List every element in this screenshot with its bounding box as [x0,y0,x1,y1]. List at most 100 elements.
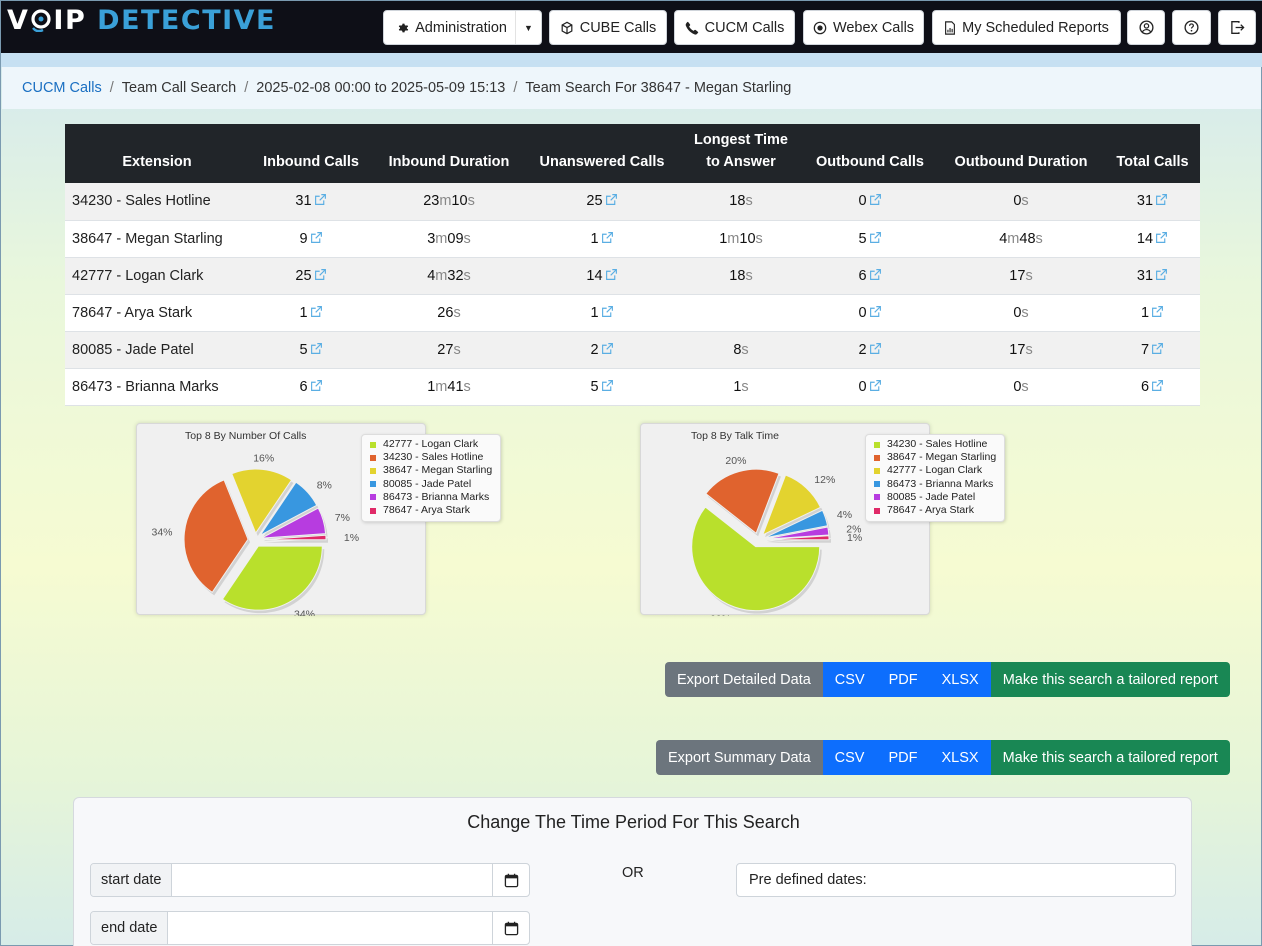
external-link-icon[interactable] [601,379,614,392]
external-link-icon[interactable] [869,231,882,244]
legend-entry[interactable]: 86473 - Brianna Marks [874,478,996,491]
inbound-calls-link[interactable]: 31 [295,193,312,210]
external-link-icon[interactable] [310,342,323,355]
end-date-input[interactable] [168,912,492,944]
make-tailored-report-button[interactable]: Make this search a tailored report [990,740,1230,775]
external-link-icon[interactable] [601,231,614,244]
pie-slice[interactable] [761,474,822,536]
outbound-calls-link[interactable]: 0 [858,304,867,321]
external-link-icon[interactable] [869,268,882,281]
external-link-icon[interactable] [1155,193,1168,206]
col-header-outbound-duration[interactable]: Outbound Duration [954,154,1088,170]
legend-entry[interactable]: 86473 - Brianna Marks [370,491,492,504]
pie-slice[interactable] [261,534,327,541]
external-link-icon[interactable] [314,193,327,206]
pie-slice[interactable] [231,468,293,535]
pie-slice[interactable] [221,545,323,611]
help-button[interactable] [1172,10,1211,45]
col-header-outbound-calls[interactable]: Outbound Calls [816,154,924,170]
external-link-icon[interactable] [310,305,323,318]
external-link-icon[interactable] [869,342,882,355]
total-calls-link[interactable]: 31 [1136,267,1154,284]
pie-slice[interactable] [259,481,318,536]
legend-entry[interactable]: 80085 - Jade Patel [370,478,492,491]
administration-dropdown[interactable]: Administration ▼ [383,10,542,45]
total-calls-link[interactable]: 14 [1136,230,1154,247]
col-header-total-calls[interactable]: Total Calls [1116,154,1189,170]
external-link-icon[interactable] [605,193,618,206]
legend-entry[interactable]: 42777 - Logan Clark [370,438,492,451]
export-summary-csv-button[interactable]: CSV [822,740,877,775]
unanswered-calls-link[interactable]: 5 [590,378,599,395]
inbound-calls-link[interactable]: 1 [299,304,308,321]
external-link-icon[interactable] [601,342,614,355]
caret-down-icon[interactable]: ▼ [515,11,541,44]
external-link-icon[interactable] [1155,231,1168,244]
outbound-calls-link[interactable]: 6 [858,267,867,284]
outbound-calls-link[interactable]: 0 [858,378,867,395]
inbound-calls-link[interactable]: 6 [299,378,308,395]
pie-slice[interactable] [764,526,830,540]
total-calls-link[interactable]: 1 [1140,304,1150,321]
col-header-longest-time-to-answer[interactable]: Longest Time to Answer [679,124,803,183]
breadcrumb-cucm-calls[interactable]: CUCM Calls [22,80,102,96]
legend-entry[interactable]: 34230 - Sales Hotline [370,451,492,464]
inbound-calls-link[interactable]: 9 [299,230,308,247]
inbound-calls-link[interactable]: 5 [299,341,308,358]
export-detailed-xlsx-button[interactable]: XLSX [929,662,991,697]
unanswered-calls-link[interactable]: 1 [590,230,599,247]
col-header-unanswered-calls[interactable]: Unanswered Calls [539,154,665,170]
legend-entry[interactable]: 38647 - Megan Starling [370,464,492,477]
pie-slice[interactable] [261,507,327,539]
pie-slice[interactable] [705,468,780,535]
calendar-icon[interactable] [492,912,529,944]
pie-slice[interactable] [764,509,829,539]
unanswered-calls-link[interactable]: 25 [586,193,603,210]
outbound-calls-link[interactable]: 2 [858,341,867,358]
unanswered-calls-link[interactable]: 1 [590,304,599,321]
make-tailored-report-button[interactable]: Make this search a tailored report [990,662,1230,697]
inbound-calls-link[interactable]: 25 [295,267,312,284]
pie-slice[interactable] [764,535,830,541]
legend-entry[interactable]: 42777 - Logan Clark [874,464,996,477]
external-link-icon[interactable] [1151,305,1164,318]
external-link-icon[interactable] [310,231,323,244]
cube-calls-button[interactable]: CUBE Calls [549,10,667,45]
my-scheduled-reports-button[interactable]: My Scheduled Reports [932,10,1121,45]
external-link-icon[interactable] [605,268,618,281]
calendar-icon[interactable] [492,864,529,896]
export-summary-xlsx-button[interactable]: XLSX [929,740,991,775]
export-summary-pdf-button[interactable]: PDF [876,740,930,775]
user-profile-button[interactable] [1127,10,1165,45]
legend-entry[interactable]: 38647 - Megan Starling [874,451,996,464]
external-link-icon[interactable] [869,305,882,318]
app-logo[interactable]: V IP DETECTIVE [7,5,276,36]
col-header-extension[interactable]: Extension [122,154,192,170]
outbound-calls-link[interactable]: 5 [858,230,867,247]
cucm-calls-button[interactable]: CUCM Calls [674,10,795,45]
total-calls-link[interactable]: 31 [1136,193,1154,210]
export-detailed-pdf-button[interactable]: PDF [876,662,930,697]
pie-slice[interactable] [183,479,249,594]
logout-button[interactable] [1218,10,1256,45]
external-link-icon[interactable] [869,379,882,392]
unanswered-calls-link[interactable]: 2 [590,341,599,358]
export-detailed-csv-button[interactable]: CSV [822,662,877,697]
external-link-icon[interactable] [601,305,614,318]
col-header-inbound-duration[interactable]: Inbound Duration [388,154,510,170]
external-link-icon[interactable] [1155,268,1168,281]
col-header-inbound-calls[interactable]: Inbound Calls [263,154,359,170]
external-link-icon[interactable] [1151,379,1164,392]
legend-entry[interactable]: 80085 - Jade Patel [874,491,996,504]
webex-calls-button[interactable]: Webex Calls [803,10,924,45]
total-calls-link[interactable]: 6 [1140,378,1150,395]
pie-slice[interactable] [691,506,821,612]
legend-entry[interactable]: 34230 - Sales Hotline [874,438,996,451]
legend-entry[interactable]: 78647 - Arya Stark [874,504,996,517]
legend-entry[interactable]: 78647 - Arya Stark [370,504,492,517]
predefined-dates-select[interactable]: Pre defined dates: [736,863,1176,897]
external-link-icon[interactable] [310,379,323,392]
external-link-icon[interactable] [1151,342,1164,355]
total-calls-link[interactable]: 7 [1140,341,1150,358]
start-date-input[interactable] [172,864,492,896]
